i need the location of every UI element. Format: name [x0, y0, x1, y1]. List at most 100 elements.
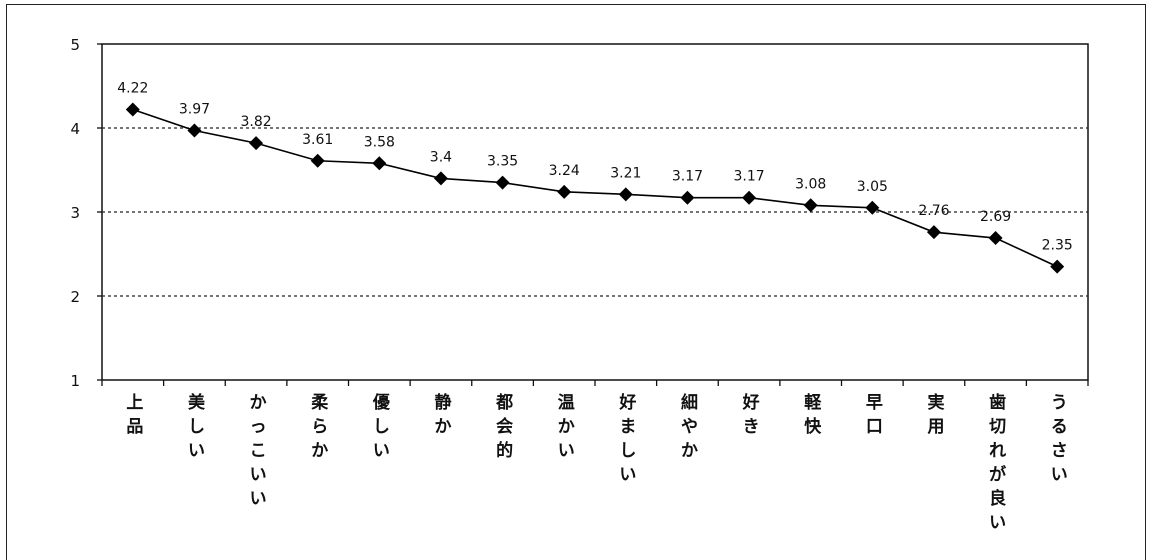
category-label-char: 上	[126, 393, 143, 413]
category-label-char: し	[373, 417, 390, 437]
category-label-char: か	[250, 393, 267, 413]
category-label-char: 口	[866, 417, 883, 437]
category-label-char: 歯	[989, 392, 1006, 413]
category-label-char: 細	[681, 392, 698, 413]
data-label: 2.76	[918, 203, 949, 219]
data-label: 2.69	[980, 209, 1011, 225]
data-point	[495, 175, 510, 190]
series-line	[132, 108, 1058, 268]
category-label-char: 温	[558, 393, 575, 413]
category-label: 軽快	[804, 392, 822, 437]
category-label: 都会的	[495, 392, 513, 461]
category-label-char: が	[989, 464, 1006, 485]
data-label: 3.24	[549, 163, 580, 179]
data-label: 3.82	[240, 114, 271, 130]
category-label-char: 美	[188, 392, 206, 413]
y-tick-label: 1	[70, 372, 80, 390]
category-label-char: ま	[619, 417, 636, 437]
category-label: 優しい	[372, 392, 391, 461]
data-label: 2.35	[1042, 238, 1073, 254]
category-label: 実用	[927, 392, 944, 437]
category-label: 美しい	[188, 392, 206, 461]
category-label-char: 的	[496, 440, 513, 461]
data-label: 4.22	[117, 81, 148, 97]
data-label: 3.17	[733, 169, 764, 185]
category-label-char: 好	[618, 392, 636, 413]
category-label-char: 都	[495, 392, 513, 413]
category-label-char: 静	[434, 392, 451, 413]
data-point	[680, 190, 695, 205]
category-label-char: い	[373, 441, 390, 461]
category-label-char: 良	[989, 488, 1006, 509]
data-label: 3.58	[364, 134, 395, 150]
category-label-char: 切	[989, 417, 1006, 437]
category-label-char: 柔	[311, 393, 329, 413]
data-point	[988, 231, 1003, 246]
data-label: 3.08	[795, 176, 826, 192]
category-label-char: ら	[311, 417, 328, 437]
category-label-char: い	[1051, 465, 1068, 485]
category-label-char: か	[311, 441, 328, 461]
data-point	[249, 136, 264, 151]
category-label-char: 快	[804, 416, 822, 437]
data-label: 3.21	[610, 165, 641, 181]
data-point	[865, 200, 880, 215]
data-label: 3.61	[302, 132, 333, 148]
category-label-char: い	[989, 513, 1006, 533]
category-label-char: い	[558, 441, 575, 461]
category-label-char: れ	[989, 441, 1006, 461]
data-point	[125, 102, 140, 117]
data-point	[310, 153, 325, 168]
category-label-char: う	[1051, 393, 1068, 413]
category-label-char: し	[619, 441, 636, 461]
y-tick-label: 2	[70, 288, 80, 306]
data-point	[372, 156, 387, 171]
category-label: 好き	[742, 392, 760, 437]
category-label-char: 実	[927, 392, 944, 413]
data-label: 3.4	[430, 149, 452, 165]
category-label-char: い	[619, 465, 636, 485]
data-point	[557, 184, 572, 199]
data-point	[187, 123, 202, 138]
category-label-char: 会	[496, 416, 513, 437]
y-tick-label: 3	[70, 204, 80, 222]
category-label-char: 品	[126, 417, 143, 437]
category-label-char: る	[1051, 417, 1068, 437]
data-label: 3.35	[487, 154, 518, 170]
category-label-char: き	[743, 417, 760, 437]
category-label-char: い	[250, 465, 267, 485]
category-label: 柔らか	[311, 393, 329, 461]
data-point	[742, 190, 757, 205]
category-label-char: や	[681, 417, 698, 437]
category-label-char: こ	[250, 441, 267, 461]
data-label: 3.97	[179, 102, 210, 118]
category-label-char: 好	[742, 392, 760, 413]
category-label-char: 早	[866, 393, 883, 413]
category-label-char: 用	[927, 417, 944, 437]
category-label: 細やか	[681, 392, 698, 461]
data-point	[926, 225, 941, 240]
category-label-char: い	[250, 489, 267, 509]
category-label: 温かい	[558, 393, 575, 461]
category-label: 早口	[866, 393, 883, 437]
data-point	[433, 171, 448, 186]
category-label-char: か	[558, 417, 575, 437]
category-label-char: 軽	[804, 392, 822, 413]
data-label: 3.05	[857, 179, 888, 195]
y-tick-label: 5	[70, 36, 80, 54]
category-label: 静か	[434, 392, 451, 437]
chart-frame	[6, 4, 1146, 560]
data-point	[803, 198, 818, 213]
y-tick-label: 4	[70, 120, 80, 138]
category-label-char: か	[681, 441, 698, 461]
category-label-char: さ	[1051, 441, 1068, 461]
category-label-char: し	[188, 417, 205, 437]
category-label-char: 優	[372, 392, 391, 413]
category-label-char: っ	[250, 417, 267, 437]
data-point	[1050, 259, 1065, 274]
